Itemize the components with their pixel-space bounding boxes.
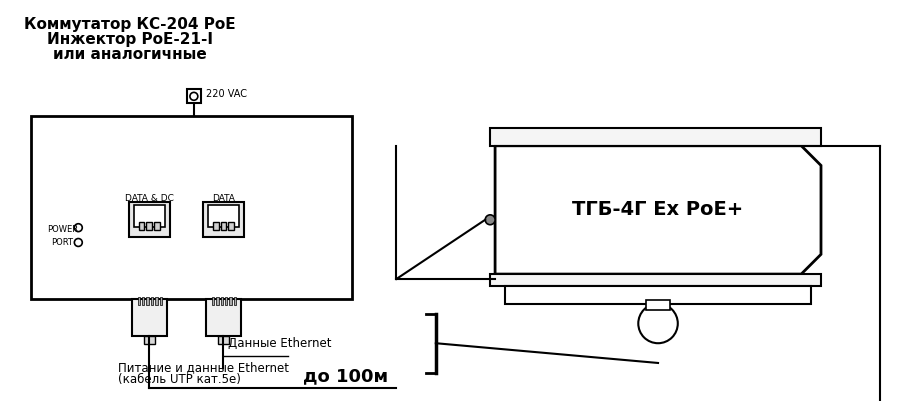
- Bar: [151, 297, 153, 305]
- Bar: [187, 89, 201, 103]
- Bar: [229, 222, 234, 230]
- Bar: [212, 222, 219, 230]
- Bar: [133, 205, 166, 226]
- Text: POWER: POWER: [47, 225, 78, 234]
- Bar: [155, 222, 160, 230]
- Circle shape: [190, 92, 198, 100]
- Text: Инжектор PoE-21-I: Инжектор PoE-21-I: [47, 32, 212, 47]
- Bar: [202, 202, 244, 237]
- Polygon shape: [491, 274, 821, 286]
- Polygon shape: [491, 128, 821, 146]
- Bar: [131, 299, 167, 337]
- Text: Коммутатор КС-204 PoE: Коммутатор КС-204 PoE: [24, 17, 236, 32]
- Bar: [230, 297, 232, 305]
- Bar: [143, 337, 156, 344]
- Bar: [220, 297, 223, 305]
- Bar: [147, 297, 149, 305]
- Bar: [225, 297, 228, 305]
- Text: Данные Ethernet: Данные Ethernet: [229, 337, 332, 350]
- Bar: [216, 297, 219, 305]
- Text: DATA: DATA: [212, 193, 235, 203]
- Text: 220 VAC: 220 VAC: [206, 89, 247, 100]
- Bar: [212, 297, 214, 305]
- Text: Питание и данные Ethernet: Питание и данные Ethernet: [118, 361, 289, 374]
- Bar: [220, 222, 227, 230]
- Bar: [129, 202, 170, 237]
- Bar: [646, 300, 670, 310]
- Bar: [218, 337, 230, 344]
- Circle shape: [75, 239, 82, 247]
- Circle shape: [638, 304, 678, 343]
- Circle shape: [75, 224, 82, 232]
- Bar: [142, 297, 145, 305]
- Bar: [208, 205, 239, 226]
- Text: до 100м: до 100м: [302, 367, 388, 385]
- Bar: [206, 299, 241, 337]
- Bar: [505, 286, 811, 304]
- Bar: [156, 297, 158, 305]
- Text: ТГБ-4Г Ex PoE+: ТГБ-4Г Ex PoE+: [572, 200, 743, 219]
- Circle shape: [485, 215, 495, 225]
- Polygon shape: [495, 146, 821, 274]
- Bar: [31, 116, 352, 299]
- Text: DATA & DC: DATA & DC: [125, 193, 174, 203]
- Bar: [138, 297, 140, 305]
- Bar: [147, 222, 152, 230]
- Text: PORT: PORT: [51, 238, 74, 247]
- Bar: [139, 222, 145, 230]
- Bar: [234, 297, 237, 305]
- Bar: [160, 297, 162, 305]
- Text: (кабель UTP кат.5е): (кабель UTP кат.5е): [118, 373, 240, 386]
- Text: или аналогичные: или аналогичные: [53, 47, 206, 62]
